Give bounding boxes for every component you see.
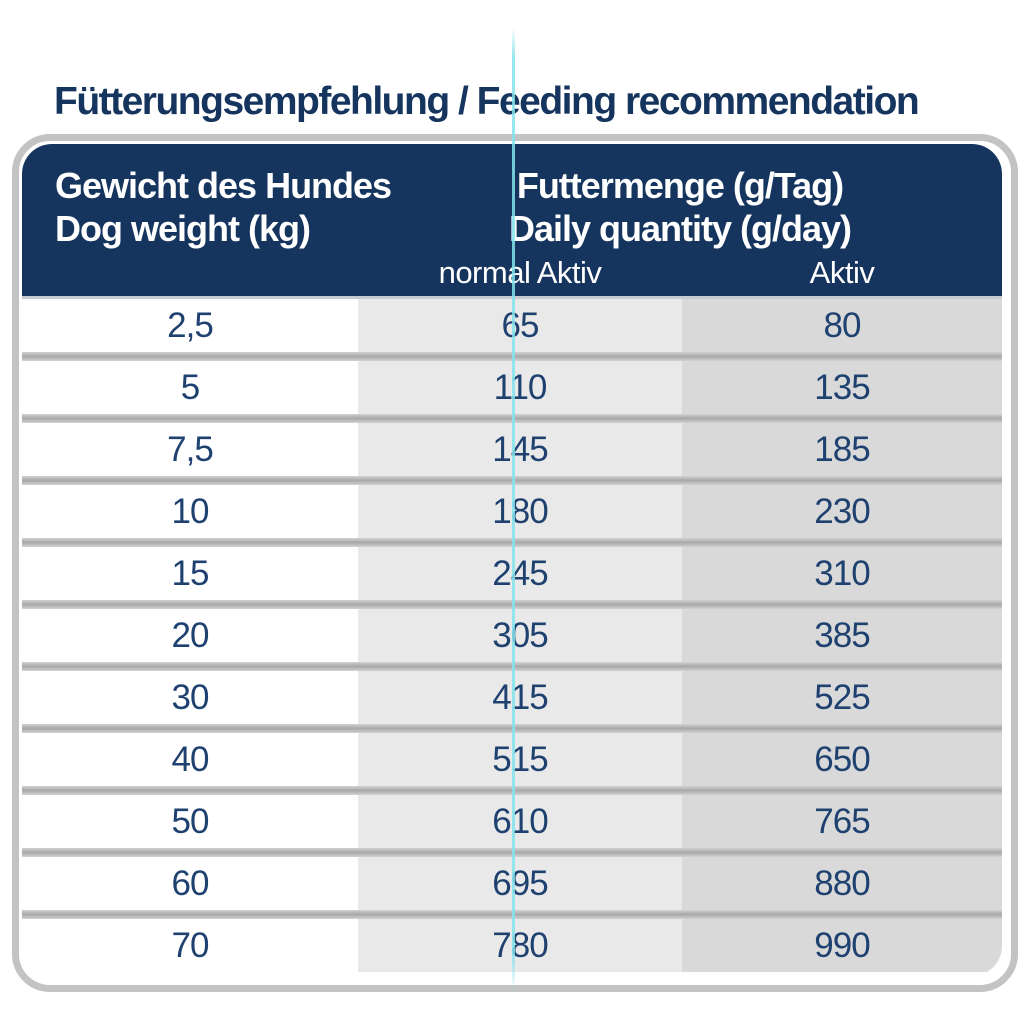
table-row: 5 110 135	[22, 361, 1002, 414]
normal-quantity-cell: 610	[358, 795, 682, 848]
weight-cell: 50	[22, 795, 358, 848]
weight-cell: 7,5	[22, 423, 358, 476]
normal-quantity-cell: 245	[358, 547, 682, 600]
active-quantity-cell: 385	[682, 609, 1002, 662]
weight-header-en: Dog weight (kg)	[55, 208, 311, 249]
normal-quantity-cell: 65	[358, 299, 682, 352]
row-separator	[22, 600, 1002, 609]
active-quantity-cell: 230	[682, 485, 1002, 538]
row-separator	[22, 848, 1002, 857]
normal-quantity-cell: 695	[358, 857, 682, 910]
subheader-active: Aktiv	[809, 255, 875, 290]
normal-quantity-cell: 415	[358, 671, 682, 724]
weight-cell: 10	[22, 485, 358, 538]
normal-quantity-cell: 305	[358, 609, 682, 662]
weight-cell: 2,5	[22, 299, 358, 352]
active-quantity-cell: 310	[682, 547, 1002, 600]
row-separator	[22, 910, 1002, 919]
weight-cell: 30	[22, 671, 358, 724]
normal-quantity-cell: 180	[358, 485, 682, 538]
table-row: 20 305 385	[22, 609, 1002, 662]
row-separator	[22, 724, 1002, 733]
quantity-header-de: Futtermenge (g/Tag)	[516, 165, 844, 206]
active-quantity-cell: 185	[682, 423, 1002, 476]
weight-cell: 5	[22, 361, 358, 414]
table-header: Gewicht des Hundes Dog weight (kg) Futte…	[22, 144, 1002, 296]
active-quantity-cell: 650	[682, 733, 1002, 786]
row-separator	[22, 352, 1002, 361]
table-row: 70 780 990	[22, 919, 1002, 972]
weight-cell: 15	[22, 547, 358, 600]
table-row: 10 180 230	[22, 485, 1002, 538]
table-row: 30 415 525	[22, 671, 1002, 724]
weight-header-de: Gewicht des Hundes	[55, 165, 392, 206]
feeding-table-card: Gewicht des Hundes Dog weight (kg) Futte…	[12, 134, 1018, 992]
weight-cell: 70	[22, 919, 358, 972]
table-row: 7,5 145 185	[22, 423, 1002, 476]
page-title: Fütterungsempfehlung / Feeding recommend…	[54, 80, 920, 124]
row-separator	[22, 414, 1002, 423]
table-row: 50 610 765	[22, 795, 1002, 848]
weight-cell: 60	[22, 857, 358, 910]
active-quantity-cell: 135	[682, 361, 1002, 414]
feeding-table: Gewicht des Hundes Dog weight (kg) Futte…	[22, 144, 1002, 976]
normal-quantity-cell: 110	[358, 361, 682, 414]
normal-quantity-cell: 145	[358, 423, 682, 476]
row-separator	[22, 786, 1002, 795]
subheader-normal-activity: normal Aktiv	[438, 255, 602, 290]
weight-cell: 20	[22, 609, 358, 662]
active-quantity-cell: 525	[682, 671, 1002, 724]
weight-column-header: Gewicht des Hundes Dog weight (kg)	[55, 164, 392, 250]
row-separator	[22, 538, 1002, 547]
table-rows: 2,5 65 80 5 110 135 7,5 145 185 10 180 2…	[22, 296, 1002, 976]
table-row: 2,5 65 80	[22, 299, 1002, 352]
table-row: 40 515 650	[22, 733, 1002, 786]
table-row: 60 695 880	[22, 857, 1002, 910]
weight-cell: 40	[22, 733, 358, 786]
table-row: 15 245 310	[22, 547, 1002, 600]
active-quantity-cell: 765	[682, 795, 1002, 848]
quantity-column-header: Futtermenge (g/Tag) Daily quantity (g/da…	[358, 164, 1002, 250]
quantity-header-en: Daily quantity (g/day)	[508, 208, 852, 249]
normal-quantity-cell: 515	[358, 733, 682, 786]
active-quantity-cell: 880	[682, 857, 1002, 910]
active-quantity-cell: 80	[682, 299, 1002, 352]
row-separator	[22, 662, 1002, 671]
normal-quantity-cell: 780	[358, 919, 682, 972]
row-separator	[22, 476, 1002, 485]
active-quantity-cell: 990	[682, 919, 1002, 972]
